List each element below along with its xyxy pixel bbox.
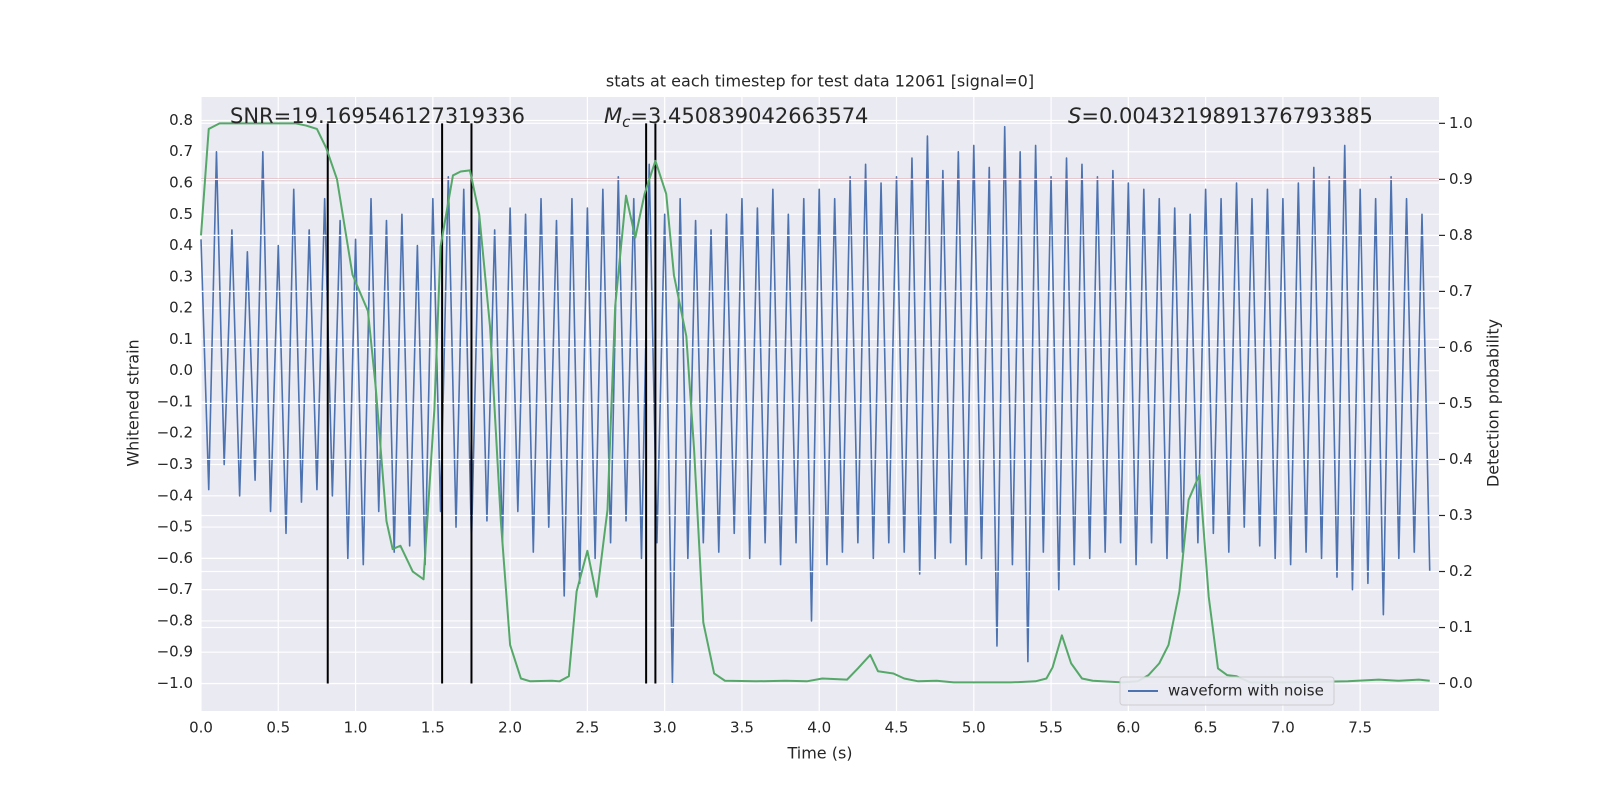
y-tick-label: −0.9 (157, 643, 193, 661)
annotation-part: S (1068, 104, 1081, 128)
chart-title: stats at each timestep for test data 120… (606, 72, 1034, 91)
x-tick-label: 2.5 (575, 719, 599, 737)
y-axis-label: Whitened strain (124, 339, 143, 466)
x-tick-label: 7.0 (1271, 719, 1295, 737)
x-tick-label: 6.0 (1116, 719, 1140, 737)
annotation-part: SNR=19.169546127319336 (230, 104, 525, 128)
annotation-part: c (622, 113, 631, 131)
y2-tick-label: 0.6 (1449, 338, 1473, 356)
y-tick-label: −0.4 (157, 486, 193, 504)
y-tick-label: 0.5 (169, 205, 193, 223)
y-tick-label: 0.3 (169, 267, 193, 285)
legend (1119, 676, 1335, 706)
x-tick-label: 0.0 (189, 719, 213, 737)
y-tick-label: −0.5 (157, 518, 193, 536)
annotation: S=0.0043219891376793385 (1068, 104, 1373, 128)
y2-axis-label: Detection probability (1484, 319, 1503, 487)
annotation: SNR=19.169546127319336 (230, 104, 525, 128)
y-tick-label: 0.6 (169, 174, 193, 192)
y-tick-label: −0.8 (157, 611, 193, 629)
y-tick-label: −0.7 (157, 580, 193, 598)
x-tick-label: 2.0 (498, 719, 522, 737)
series-line (200, 125, 1431, 685)
annotation-part: M (604, 104, 622, 128)
y-tick-label: 0.1 (169, 330, 193, 348)
x-tick-label: 5.5 (1039, 719, 1063, 737)
series-line (200, 122, 1430, 684)
x-tick-label: 3.0 (653, 719, 677, 737)
y-tick-label: 0.4 (169, 236, 193, 254)
x-tick-label: 4.5 (885, 719, 909, 737)
y2-tick-label: 0.7 (1449, 282, 1473, 300)
y-tick-label: −0.3 (157, 455, 193, 473)
y2-tick-label: 0.5 (1449, 394, 1473, 412)
x-tick-label: 3.5 (730, 719, 754, 737)
annotation-part: =0.0043219891376793385 (1081, 104, 1373, 128)
x-tick-label: 6.5 (1194, 719, 1218, 737)
annotation: Mc=3.450839042663574 (604, 104, 868, 131)
y2-tick-label: 0.8 (1449, 226, 1473, 244)
y-tick-label: 0.7 (169, 142, 193, 160)
y2-tick-label: 0.1 (1449, 618, 1473, 636)
y-tick-label: 0.0 (169, 361, 193, 379)
y-tick-label: −0.2 (157, 424, 193, 442)
y2-tick-label: 0.2 (1449, 562, 1473, 580)
legend-label: waveform with noise (1168, 682, 1324, 700)
annotation-part: =3.450839042663574 (630, 104, 868, 128)
x-tick-label: 1.5 (421, 719, 445, 737)
y-tick-label: −0.1 (157, 392, 193, 410)
x-tick-label: 7.5 (1348, 719, 1372, 737)
y2-tick-label: 0.3 (1449, 506, 1473, 524)
y-tick-label: 0.8 (169, 111, 193, 129)
y2-tick-label: 0.0 (1449, 674, 1473, 692)
x-axis-label: Time (s) (786, 744, 852, 763)
y2-tick-label: 0.9 (1449, 170, 1473, 188)
y2-tick-label: 0.4 (1449, 450, 1473, 468)
x-tick-label: 1.0 (344, 719, 368, 737)
y2-tick-label: 1.0 (1449, 114, 1473, 132)
x-tick-label: 0.5 (266, 719, 290, 737)
y-tick-label: 0.2 (169, 299, 193, 317)
y-tick-label: −0.6 (157, 549, 193, 567)
x-tick-label: 5.0 (962, 719, 986, 737)
y-tick-label: −1.0 (157, 674, 193, 692)
x-tick-label: 4.0 (807, 719, 831, 737)
